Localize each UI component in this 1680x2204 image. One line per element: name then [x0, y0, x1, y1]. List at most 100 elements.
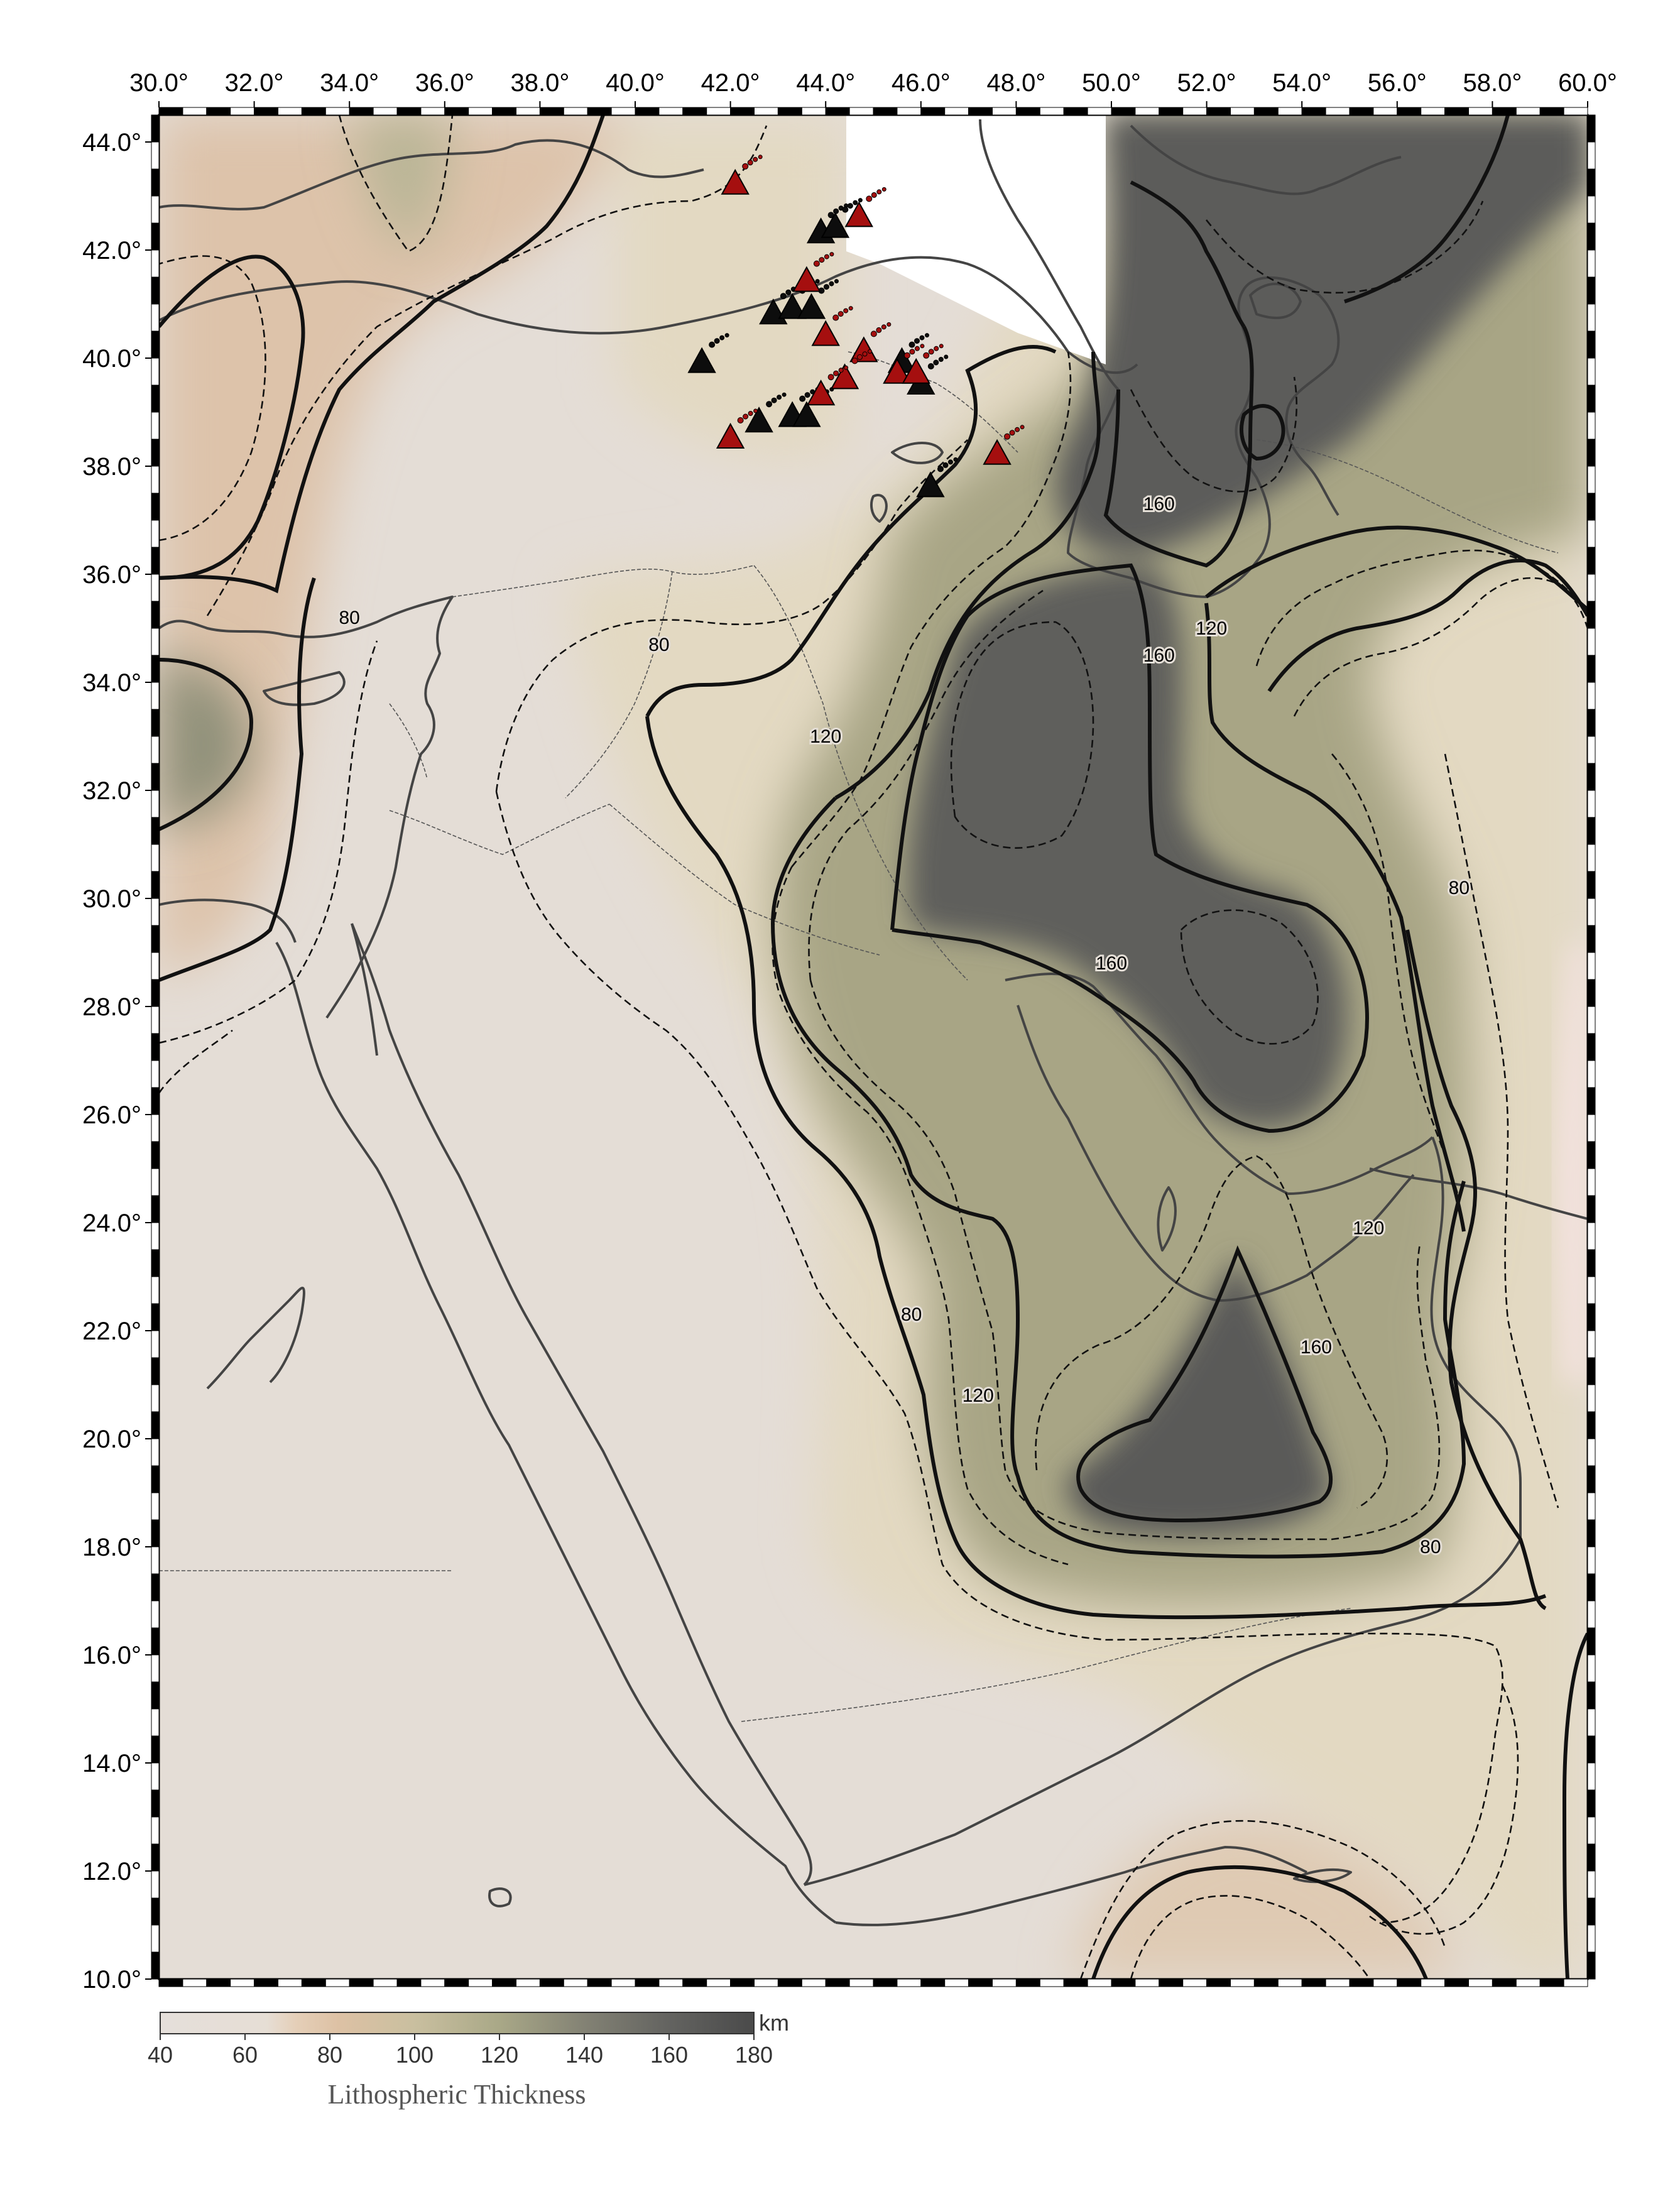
frame-segment-left — [151, 1114, 160, 1142]
contour-loop-caspian — [1240, 404, 1285, 461]
frame-segment-right — [1587, 520, 1596, 548]
map-frame — [151, 107, 1596, 1987]
frame-segment-top — [1325, 107, 1350, 116]
volcano-plume-dot — [709, 341, 716, 348]
lon-tick-label: 54.0° — [1272, 69, 1331, 97]
latitude-ticks: 44.0° 42.0° 40.0° 38.0° 36.0° 34.0° 32.0° 30.0°… — [82, 129, 151, 1994]
contour-label: 120 — [963, 1385, 994, 1406]
frame-segment-bottom — [682, 1978, 707, 1987]
frame-segment-right — [1587, 114, 1596, 143]
contour-dashed-east-3 — [1331, 753, 1459, 1194]
frame-segment-right — [1587, 1222, 1596, 1250]
frame-segment-top — [730, 107, 755, 116]
volcano-plume-dot — [1009, 430, 1015, 436]
field-south-dark — [1067, 1257, 1332, 1536]
volcano-plume-dot — [714, 338, 720, 344]
volcano-triangle — [792, 401, 821, 427]
frame-segment-bottom — [1397, 1978, 1422, 1987]
frame-segment-top — [1563, 107, 1588, 116]
frame-segment-right — [1587, 1141, 1596, 1169]
frame-segment-left — [151, 1546, 160, 1574]
contour-80-east-down — [1267, 559, 1588, 692]
frame-segment-left — [151, 1951, 160, 1980]
volcano-plume-dot — [724, 333, 729, 338]
frame-segment-bottom — [1301, 1978, 1326, 1987]
volcano-plume-dot — [862, 351, 868, 357]
contour-120-east — [1204, 603, 1466, 1232]
frame-segment-right — [1587, 1519, 1596, 1547]
lat-tick-label: 14.0° — [82, 1750, 141, 1777]
volcano-plume-dot — [876, 189, 882, 195]
volcano-triangle — [721, 168, 750, 195]
frame-segment-bottom — [587, 1978, 612, 1987]
lon-tick-label: 30.0° — [129, 69, 188, 97]
border-iran-turkmen — [1256, 439, 1559, 554]
volcano-triangle — [983, 439, 1012, 465]
volcano-triangle — [716, 422, 745, 449]
frame-segment-right — [1587, 1438, 1596, 1466]
frame-segment-right — [1587, 1654, 1596, 1683]
coast-arabia-gulf-west — [1017, 1005, 1415, 1302]
frame-segment-top — [1135, 107, 1160, 116]
frame-segment-left — [151, 1870, 160, 1899]
frame-segment-right — [1587, 925, 1596, 953]
contour-dashed-central-3 — [790, 351, 1072, 868]
frame-segment-right — [1587, 439, 1596, 467]
volcano-triangle — [830, 363, 859, 390]
colorbar-tick-label: 80 — [317, 2042, 342, 2068]
volcano-plume-dot — [939, 344, 944, 349]
frame-segment-right — [1587, 790, 1596, 818]
frame-segment-bottom — [1182, 1978, 1208, 1987]
contour-80-north-east-top — [1130, 180, 1246, 328]
frame-segment-right — [1587, 330, 1596, 359]
contour-dashed-nw-2 — [338, 115, 454, 253]
frame-segment-bottom — [349, 1978, 374, 1987]
frame-segment-bottom — [206, 1978, 231, 1987]
border-lebanon-israel — [389, 703, 428, 780]
frame-segment-right — [1587, 493, 1596, 521]
frame-segment-left — [151, 1573, 160, 1601]
frame-segment-top — [873, 107, 898, 116]
border-jordan-saudi — [389, 804, 610, 855]
frame-segment-top — [1182, 107, 1208, 116]
contour-dashed-east-4 — [1444, 753, 1559, 1508]
frame-segment-bottom — [1349, 1978, 1374, 1987]
lon-tick-label: 38.0° — [510, 69, 569, 97]
frame-segment-right — [1587, 1843, 1596, 1872]
frame-segment-left — [151, 141, 160, 170]
volcano-red-icon — [721, 155, 763, 195]
contour-80-main-b — [645, 716, 1547, 1620]
contour-lines — [159, 115, 1588, 1979]
coast-caspian-north — [1130, 124, 1402, 195]
frame-segment-top — [1039, 107, 1064, 116]
volcano-plume-dot — [823, 284, 829, 290]
volcano-plume-dot — [848, 306, 853, 311]
frame-segment-top — [587, 107, 612, 116]
frame-segment-bottom — [1277, 1978, 1302, 1987]
frame-segment-left — [151, 1303, 160, 1331]
field-east-edge — [1557, 942, 1588, 1382]
volcano-triangle — [687, 347, 716, 373]
volcano-plume-dot — [719, 335, 725, 341]
volcano-plume-dot — [819, 257, 825, 263]
frame-segment-right — [1587, 466, 1596, 494]
lon-tick-label: 60.0° — [1558, 69, 1617, 97]
lon-tick-label: 48.0° — [986, 69, 1045, 97]
contour-dashed-west — [159, 640, 378, 1044]
frame-segment-top — [492, 107, 516, 116]
frame-segment-left — [151, 1519, 160, 1547]
frame-segment-right — [1587, 385, 1596, 413]
frame-segment-top — [1159, 107, 1184, 116]
frame-segment-left — [151, 1195, 160, 1223]
frame-segment-top — [992, 107, 1017, 116]
frame-segment-right — [1587, 898, 1596, 926]
volcano-plume-dot — [914, 346, 920, 351]
frame-segment-bottom — [539, 1978, 564, 1987]
lat-tick-label: 38.0° — [82, 453, 141, 481]
contours-major — [159, 115, 1588, 1979]
frame-segment-left — [151, 601, 160, 629]
frame-segment-bottom — [944, 1978, 969, 1987]
frame-segment-right — [1587, 1195, 1596, 1223]
contour-label-layer: 160 160 120 80 80 120 80 160 120 80 120 160 80 — [337, 492, 1472, 1559]
frame-segment-bottom — [1444, 1978, 1470, 1987]
